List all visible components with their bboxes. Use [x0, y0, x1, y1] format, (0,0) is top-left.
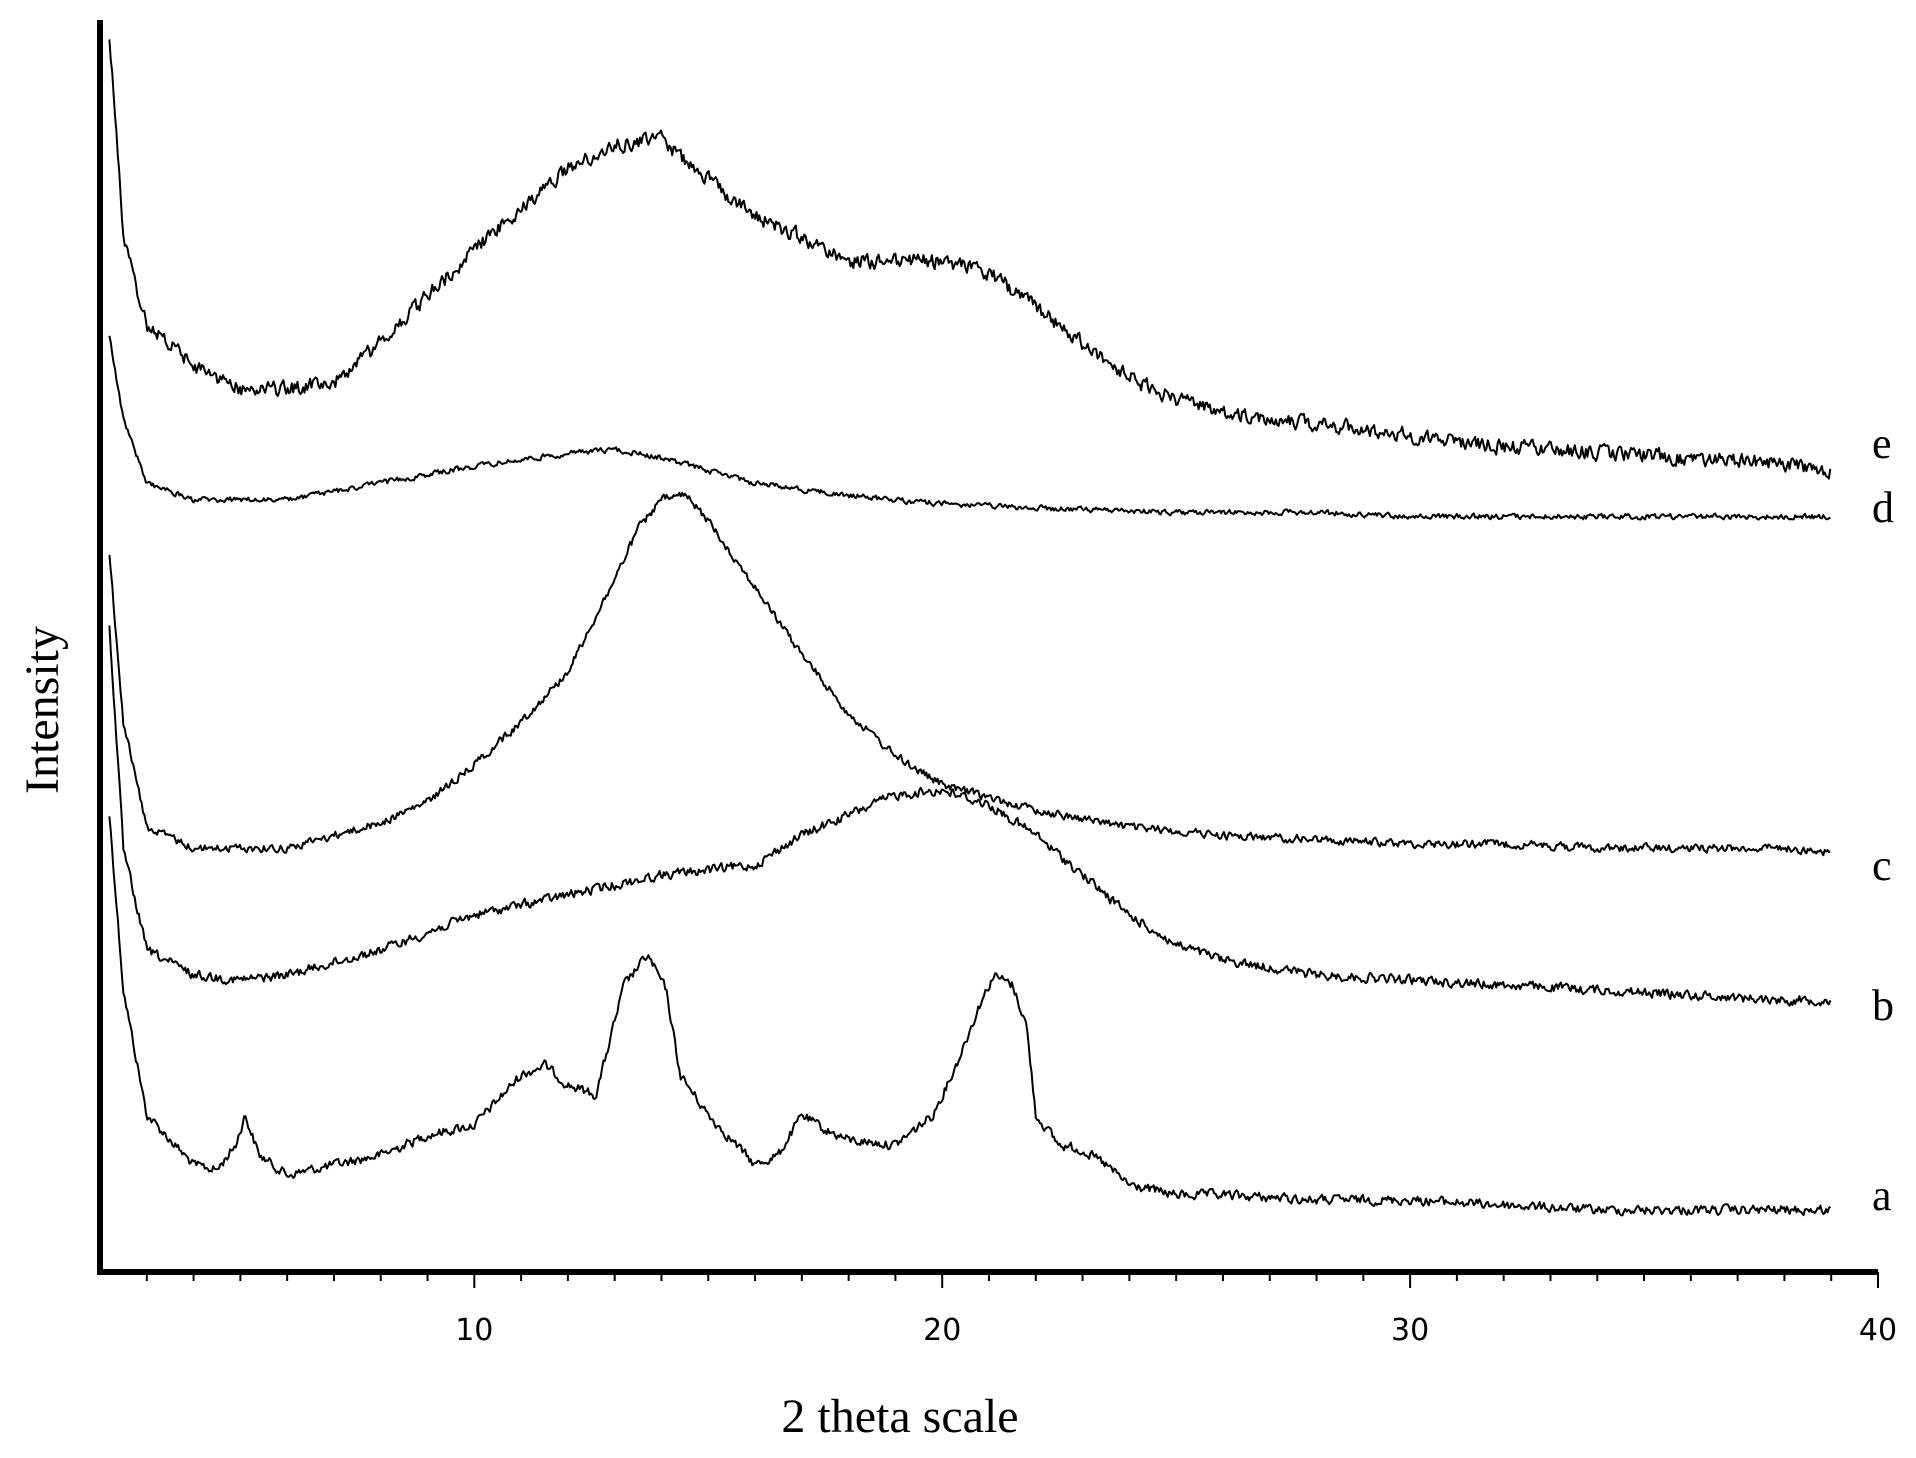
- y-axis-title: Intensity: [16, 626, 69, 794]
- x-tick-label-20: 20: [923, 1313, 961, 1348]
- series-line-b: [108, 625, 1832, 1007]
- x-tick-label-10: 10: [455, 1313, 493, 1348]
- series-line-e: [108, 39, 1832, 480]
- x-axis-title: 2 theta scale: [781, 1390, 1018, 1443]
- ticks-layer: 10 20 30 40: [145, 1272, 1897, 1348]
- series-label-a: a: [1872, 1171, 1892, 1220]
- series-label-e: e: [1872, 419, 1892, 468]
- series-line-a: [108, 816, 1832, 1217]
- series-layer: [108, 39, 1832, 1217]
- series-label-b: b: [1872, 981, 1894, 1030]
- axes-layer: [97, 20, 1878, 1275]
- series-label-c: c: [1872, 841, 1892, 890]
- x-tick-label-30: 30: [1391, 1313, 1429, 1348]
- series-line-d: [108, 335, 1831, 521]
- series-line-c: [108, 491, 1831, 857]
- x-tick-label-40: 40: [1859, 1313, 1897, 1348]
- series-label-d: d: [1872, 483, 1894, 532]
